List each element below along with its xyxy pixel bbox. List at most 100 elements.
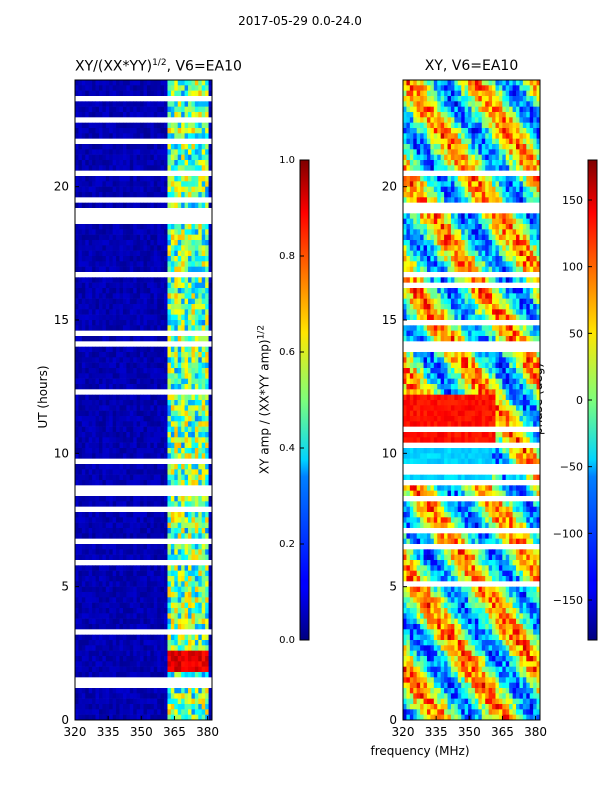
left-heatmap-cell <box>116 362 120 369</box>
left-heatmap-cell <box>174 202 179 209</box>
left-heatmap-cell <box>201 154 206 161</box>
left-heatmap-cell <box>112 106 117 113</box>
left-heatmap-cell <box>177 576 182 582</box>
left-heatmap-cell <box>170 298 175 305</box>
left-heatmap-cell <box>129 400 134 406</box>
left-heatmap-cell <box>81 522 86 529</box>
left-heatmap-cell <box>133 250 138 257</box>
left-heatmap-cell <box>109 336 114 342</box>
left-heatmap-cell <box>181 336 185 342</box>
left-heatmap-cell <box>177 592 182 598</box>
right-heatmap-cell <box>464 117 469 123</box>
right-heatmap-cell <box>406 160 411 166</box>
left-heatmap-cell <box>95 608 100 614</box>
left-heatmap-cell <box>177 522 182 529</box>
right-heatmap-cell <box>409 80 414 86</box>
left-heatmap-cell <box>75 448 79 454</box>
left-heatmap-cell <box>140 384 144 390</box>
left-heatmap-cell <box>136 453 141 459</box>
left-heatmap-cell <box>184 549 189 555</box>
right-heatmap-cell <box>464 181 469 187</box>
right-heatmap-cell <box>430 218 435 225</box>
left-heatmap-cell <box>88 224 93 230</box>
left-heatmap-cell <box>170 378 175 385</box>
right-heatmap-cell <box>416 160 421 166</box>
left-heatmap-cell <box>164 176 168 182</box>
left-heatmap-cell <box>146 480 151 486</box>
left-heatmap-cell <box>140 666 144 673</box>
left-heatmap-cell <box>194 320 199 326</box>
left-heatmap-cell <box>205 309 209 315</box>
left-heatmap-cell <box>119 581 124 587</box>
left-heatmap-cell <box>188 624 192 630</box>
left-heatmap-cell <box>177 698 182 705</box>
left-heatmap-cell <box>198 666 203 673</box>
left-heatmap-gap-row <box>75 629 212 635</box>
left-heatmap-cell <box>181 474 185 481</box>
right-heatmap-cell <box>488 106 493 113</box>
left-heatmap-cell <box>105 405 110 411</box>
right-heatmap-cell <box>495 85 500 91</box>
right-heatmap-cell <box>413 133 418 139</box>
left-heatmap-cell <box>109 192 114 198</box>
left-heatmap-cell <box>170 202 175 209</box>
left-heatmap-cell <box>95 581 100 587</box>
left-heatmap-cell <box>140 314 144 321</box>
left-heatmap-cell <box>194 570 199 577</box>
right-heatmap-cell <box>495 197 500 203</box>
left-heatmap-cell <box>133 309 138 315</box>
left-heatmap-cell <box>98 533 103 539</box>
left-heatmap-cell <box>208 154 213 161</box>
left-heatmap-cell <box>205 672 209 678</box>
right-heatmap-cell <box>409 176 414 182</box>
left-heatmap-cell <box>126 234 131 241</box>
left-heatmap-cell <box>191 144 196 150</box>
right-heatmap-cell <box>478 101 483 107</box>
left-heatmap-cell <box>95 240 100 246</box>
left-heatmap-cell <box>85 85 90 91</box>
left-heatmap-cell <box>85 394 90 401</box>
left-heatmap-cell <box>160 661 165 667</box>
left-heatmap-cell <box>98 112 103 118</box>
right-heatmap-cell <box>529 149 534 155</box>
left-heatmap-cell <box>92 298 96 305</box>
left-heatmap-cell <box>78 128 83 134</box>
right-heatmap-cell <box>450 117 455 123</box>
left-heatmap-cell <box>205 106 209 113</box>
left-heatmap-cell <box>105 362 110 369</box>
left-heatmap-cell <box>126 288 131 294</box>
left-heatmap-cell <box>184 368 189 374</box>
right-heatmap-cell <box>509 90 513 97</box>
left-heatmap-cell <box>105 325 110 331</box>
left-heatmap-cell <box>170 448 175 454</box>
right-heatmap-cell <box>471 128 476 134</box>
left-heatmap-cell <box>164 288 168 294</box>
left-heatmap-cell <box>184 277 189 283</box>
left-heatmap-cell <box>160 421 165 427</box>
left-heatmap-cell <box>88 528 93 534</box>
right-heatmap-cell <box>492 154 496 161</box>
left-heatmap-cell <box>184 400 189 406</box>
left-heatmap-cell <box>136 261 141 267</box>
left-heatmap-cell <box>78 85 83 91</box>
right-heatmap-cell <box>516 133 520 139</box>
right-heatmap-cell <box>468 160 472 166</box>
left-heatmap-cell <box>81 234 86 241</box>
left-heatmap-cell <box>157 309 162 315</box>
left-heatmap-cell <box>129 608 134 614</box>
left-heatmap-cell <box>129 192 134 198</box>
left-heatmap-cell <box>133 592 138 598</box>
left-heatmap-cell <box>177 234 182 241</box>
left-heatmap-cell <box>133 565 138 571</box>
left-heatmap-cell <box>109 501 114 507</box>
left-heatmap-cell <box>129 544 134 550</box>
left-heatmap-cell <box>133 336 138 342</box>
left-heatmap-cell <box>105 181 110 187</box>
left-heatmap-cell <box>95 277 100 283</box>
left-heatmap-cell <box>184 634 189 641</box>
left-heatmap-cell <box>153 256 158 262</box>
left-heatmap-cell <box>184 336 189 342</box>
left-heatmap-cell <box>122 618 127 625</box>
left-heatmap-cell <box>116 352 120 358</box>
left-heatmap-cell <box>153 277 158 283</box>
